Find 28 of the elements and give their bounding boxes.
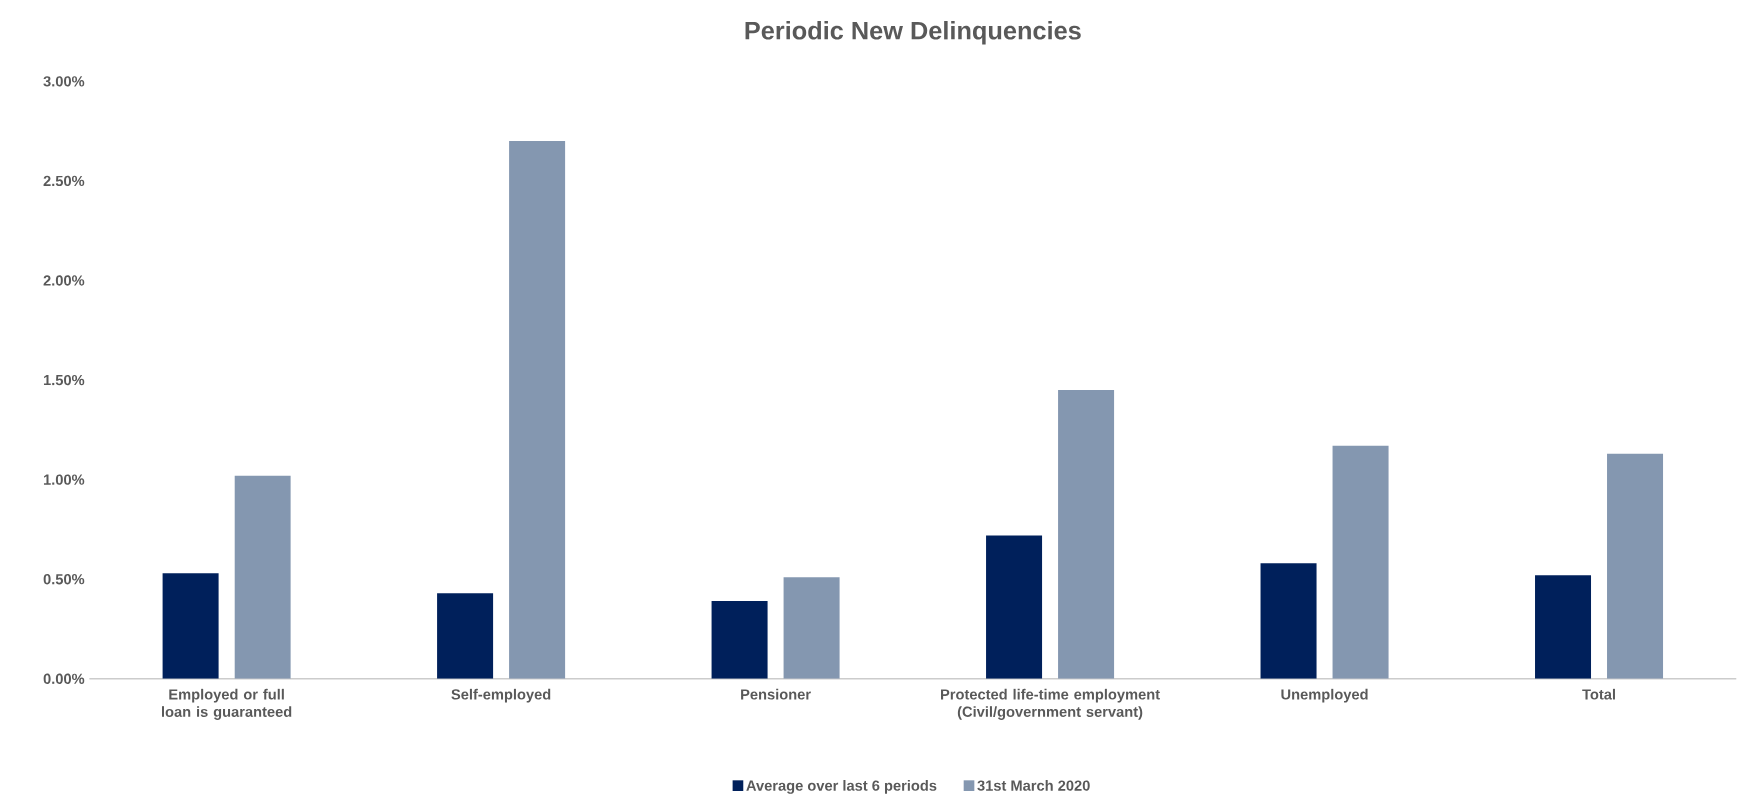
y-tick-label: 0.50%: [43, 573, 85, 585]
bar: [1607, 453, 1664, 679]
y-tick-label: 2.00%: [43, 275, 85, 286]
y-tick-label: 1.50%: [43, 374, 85, 386]
x-tick-label: Unemployed: [1281, 688, 1368, 703]
x-tick-label: Employed or full loan is guaranteed: [162, 688, 292, 720]
legend-label: Average over last 6 periods: [746, 779, 937, 794]
x-tick-label: Protected life-time employment (Civil/government servant): [941, 688, 1160, 720]
chart-title: Periodic New Delinquencies: [745, 20, 1081, 45]
y-tick-label: 3.00%: [43, 76, 85, 87]
bar: [234, 475, 291, 679]
bar: [1058, 389, 1115, 679]
y-tick-label: 1.00%: [43, 474, 85, 485]
bar: [509, 141, 566, 679]
bar: [986, 535, 1043, 679]
x-tick-label: Total: [1582, 688, 1615, 700]
bar: [162, 573, 219, 679]
bar: [1332, 445, 1389, 679]
y-tick-label: 2.50%: [43, 175, 85, 187]
bar: [783, 577, 840, 679]
y-tick-label: 0.00%: [43, 673, 85, 684]
bar: [711, 601, 768, 679]
x-tick-label: Pensioner: [741, 688, 811, 700]
legend-label: 31st March 2020: [977, 779, 1090, 791]
bar: [1535, 575, 1592, 679]
bar: [437, 593, 494, 679]
x-tick-label: Self-employed: [451, 688, 551, 703]
bar: [1260, 563, 1317, 679]
